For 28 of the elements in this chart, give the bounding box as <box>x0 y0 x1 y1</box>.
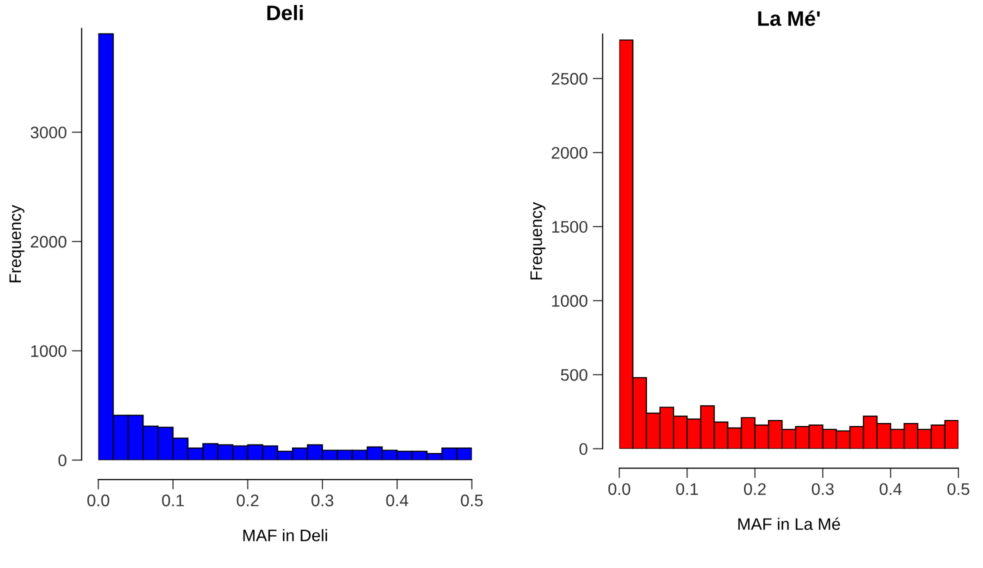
x-tick-label: 0.4 <box>880 483 902 495</box>
y-tick-label: 1500 <box>552 220 588 233</box>
x-tick-label: 0.0 <box>87 494 110 506</box>
x-tick-label: 0.1 <box>676 483 698 495</box>
chart-title: La Mé' <box>758 10 820 26</box>
x-tick-label: 0.4 <box>386 494 408 506</box>
y-tick-label: 2500 <box>552 72 588 85</box>
y-tick-label: 3000 <box>30 126 66 138</box>
y-tick-label: 1000 <box>552 295 588 307</box>
y-tick-label: 1000 <box>31 345 66 357</box>
x-tick-label: 0.3 <box>812 483 834 495</box>
x-tick-label: 0.5 <box>947 483 970 495</box>
y-tick-label: 0 <box>58 454 66 466</box>
y-axis-title: Frequency <box>9 204 24 282</box>
y-tick-label: 500 <box>560 369 588 381</box>
x-tick-label: 0.0 <box>608 483 630 495</box>
x-axis-title: MAF in La Mé <box>738 518 840 530</box>
x-tick-label: 0.1 <box>162 494 184 506</box>
y-tick-label: 2000 <box>552 146 588 159</box>
y-axis-title: Frequency <box>530 202 546 280</box>
x-tick-label: 0.2 <box>744 483 766 495</box>
chart-title: Deli <box>267 4 303 20</box>
y-tick-label: 2000 <box>30 236 66 248</box>
x-axis-title: MAF in Deli <box>243 529 328 542</box>
x-tick-label: 0.2 <box>236 494 258 506</box>
y-tick-label: 0 <box>579 443 588 455</box>
x-tick-label: 0.3 <box>311 494 334 506</box>
x-tick-label: 0.5 <box>460 494 483 506</box>
